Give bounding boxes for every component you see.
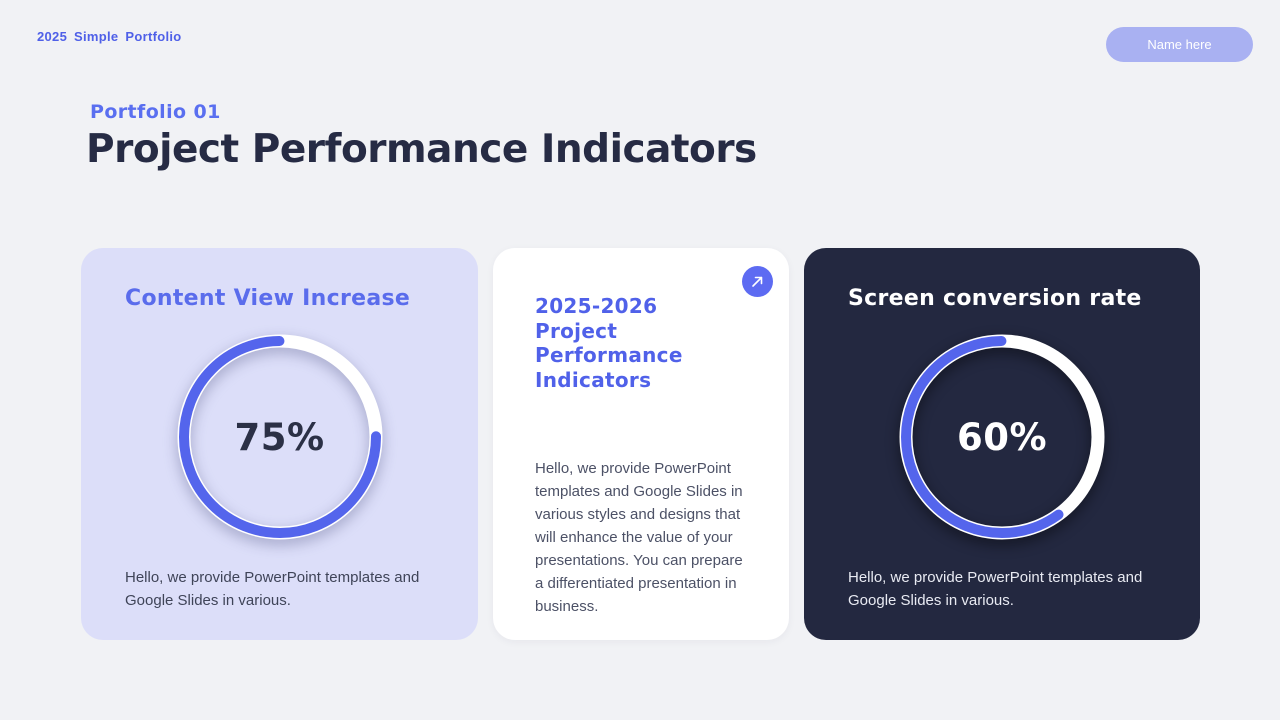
card-title: Screen conversion rate bbox=[848, 286, 1142, 311]
card-screen-conversion-rate: Screen conversion rate 60% Hello, we pro… bbox=[804, 248, 1200, 640]
ring-arc bbox=[178, 336, 381, 538]
percent-value: 75% bbox=[234, 415, 325, 459]
progress-ring-60: 60% bbox=[892, 327, 1112, 547]
card-project-performance: 2025-2026 Project Performance Indicators… bbox=[493, 248, 789, 640]
card-description: Hello, we provide PowerPoint templates a… bbox=[848, 568, 1143, 609]
ring-arc bbox=[901, 336, 1103, 538]
card-description: Hello, we provide PowerPoint templates a… bbox=[535, 460, 743, 615]
name-button[interactable]: Name here bbox=[1106, 27, 1253, 62]
cards-row: Content View Increase 75% Hello, we prov… bbox=[81, 248, 1200, 640]
card-content-view-increase: Content View Increase 75% Hello, we prov… bbox=[81, 248, 478, 640]
brand-label: 2025 Simple Portfolio bbox=[37, 29, 182, 44]
progress-ring-75: 75% bbox=[170, 327, 390, 547]
card-description: Hello, we provide PowerPoint templates a… bbox=[125, 568, 420, 609]
arrow-up-right-icon bbox=[752, 276, 763, 287]
portfolio-eyebrow: Portfolio 01 bbox=[90, 101, 221, 123]
card-title: Content View Increase bbox=[125, 286, 411, 311]
donut-chart bbox=[177, 334, 382, 540]
card-title: 2025-2026 Project Performance Indicators bbox=[535, 294, 683, 392]
percent-value: 60% bbox=[956, 415, 1048, 459]
donut-chart bbox=[899, 334, 1105, 540]
arrow-up-right-button[interactable] bbox=[742, 266, 773, 297]
page-title: Project Performance Indicators bbox=[86, 127, 757, 172]
